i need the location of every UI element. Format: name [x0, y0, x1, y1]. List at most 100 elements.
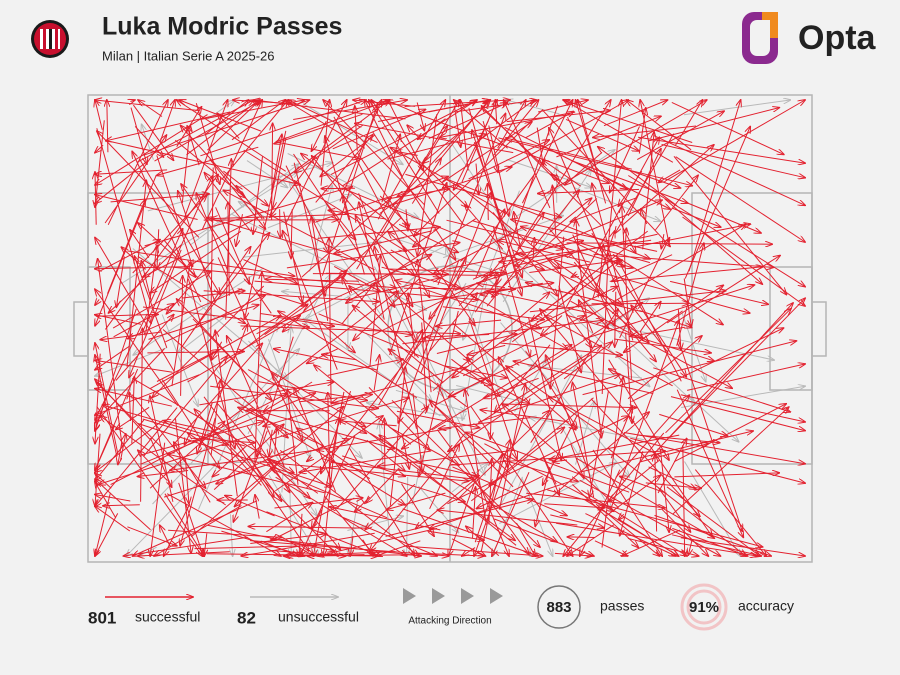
pass-arrow [659, 413, 727, 436]
pass-arrow [542, 110, 670, 247]
pass-arrow [494, 518, 594, 556]
pass-arrow [138, 470, 189, 477]
pass-arrow [306, 338, 425, 489]
pass-arrow [95, 144, 104, 153]
pass-arrow [572, 484, 638, 548]
pass-arrow [674, 473, 779, 478]
pass-arrow [138, 100, 163, 117]
pass-arrow [389, 349, 468, 408]
pass-arrow [294, 388, 337, 492]
pass-arrow [223, 170, 268, 206]
pass-arrow [95, 513, 119, 556]
pass-arrow [255, 495, 260, 519]
pass-arrow [665, 309, 791, 434]
pass-arrow [550, 514, 604, 528]
pass-arrow [128, 288, 243, 339]
pass-arrow [231, 100, 285, 141]
pass-arrow [330, 507, 441, 531]
pass-arrow [127, 526, 176, 546]
pass-arrow [288, 100, 378, 144]
pass-arrow [402, 418, 448, 449]
pass-arrow [455, 411, 549, 502]
pass-arrow [221, 100, 289, 181]
pass-arrow [322, 354, 357, 361]
pass-arrow [682, 216, 806, 306]
pass-arrows [95, 100, 805, 556]
pass-arrow [489, 397, 594, 486]
pass-arrow [353, 306, 444, 383]
pass-arrow [465, 390, 487, 525]
pass-arrow [191, 437, 256, 443]
pass-arrow [209, 158, 266, 229]
pass-arrow [619, 514, 624, 519]
subtitle: Milan | Italian Serie A 2025-26 [102, 48, 275, 63]
pass-arrow [208, 218, 356, 262]
pass-arrow [95, 175, 157, 326]
pass-arrow [167, 454, 326, 494]
pass-arrow [454, 100, 508, 149]
pass-arrow [609, 267, 763, 282]
pass-arrow [278, 311, 418, 399]
pass-arrow [103, 505, 140, 506]
pass-arrow [172, 266, 396, 288]
pass-arrow [419, 310, 459, 476]
pass-arrow [106, 111, 231, 141]
pass-arrow [379, 435, 517, 546]
pass-arrow [150, 442, 166, 556]
pass-arrow [669, 298, 805, 438]
pass-arrow [274, 113, 363, 143]
pass-arrow [274, 349, 378, 371]
pass-arrow [127, 250, 294, 276]
pass-arrow [95, 479, 151, 531]
pass-arrow [95, 161, 147, 203]
pass-arrow [544, 503, 604, 508]
pass-arrow [339, 100, 382, 202]
pass-arrow [275, 428, 277, 455]
pass-arrow [150, 230, 242, 292]
pass-arrow [210, 385, 378, 408]
pass-arrow [672, 407, 789, 515]
pass-arrow [477, 374, 620, 423]
pass-arrow [115, 315, 174, 381]
pass-arrow [174, 442, 211, 503]
pass-arrow [549, 128, 623, 302]
pass-arrow [609, 369, 644, 386]
pass-arrow [387, 492, 446, 510]
pass-arrow [549, 434, 680, 460]
pass-arrow [460, 100, 469, 171]
pass-arrow [498, 241, 591, 263]
pass-arrow [545, 316, 673, 387]
pass-arrow [134, 126, 163, 156]
pass-arrow [495, 344, 551, 412]
pass-arrow [540, 309, 635, 423]
pass-arrow [341, 187, 544, 270]
pass-arrow [365, 100, 403, 178]
pass-arrow [341, 283, 375, 325]
pass-arrow [576, 100, 599, 175]
pass-arrow [329, 238, 331, 405]
brand-name: Opta [798, 19, 877, 57]
pass-arrow [312, 120, 327, 151]
pass-arrow [358, 193, 417, 341]
pass-arrow [315, 135, 373, 203]
pass-arrow [95, 474, 112, 489]
pass-arrow [438, 510, 578, 526]
pass-arrow [384, 419, 385, 470]
pass-arrow [324, 495, 375, 556]
pass-arrow [95, 379, 151, 441]
pass-arrow [171, 263, 190, 387]
pass-arrow [192, 233, 269, 331]
pass-arrow [286, 243, 460, 269]
pass-arrow [198, 325, 278, 510]
pass-arrow [492, 303, 643, 400]
pass-arrow [402, 320, 603, 345]
pass-arrow [243, 259, 297, 284]
pass-arrow [449, 451, 665, 466]
pass-arrow [543, 160, 581, 187]
pass-arrow [462, 547, 476, 556]
pass-arrow [248, 526, 366, 528]
pass-arrow [467, 358, 495, 386]
pass-arrow [615, 395, 690, 478]
pass-arrow [132, 104, 173, 160]
pass-arrow [253, 156, 263, 234]
